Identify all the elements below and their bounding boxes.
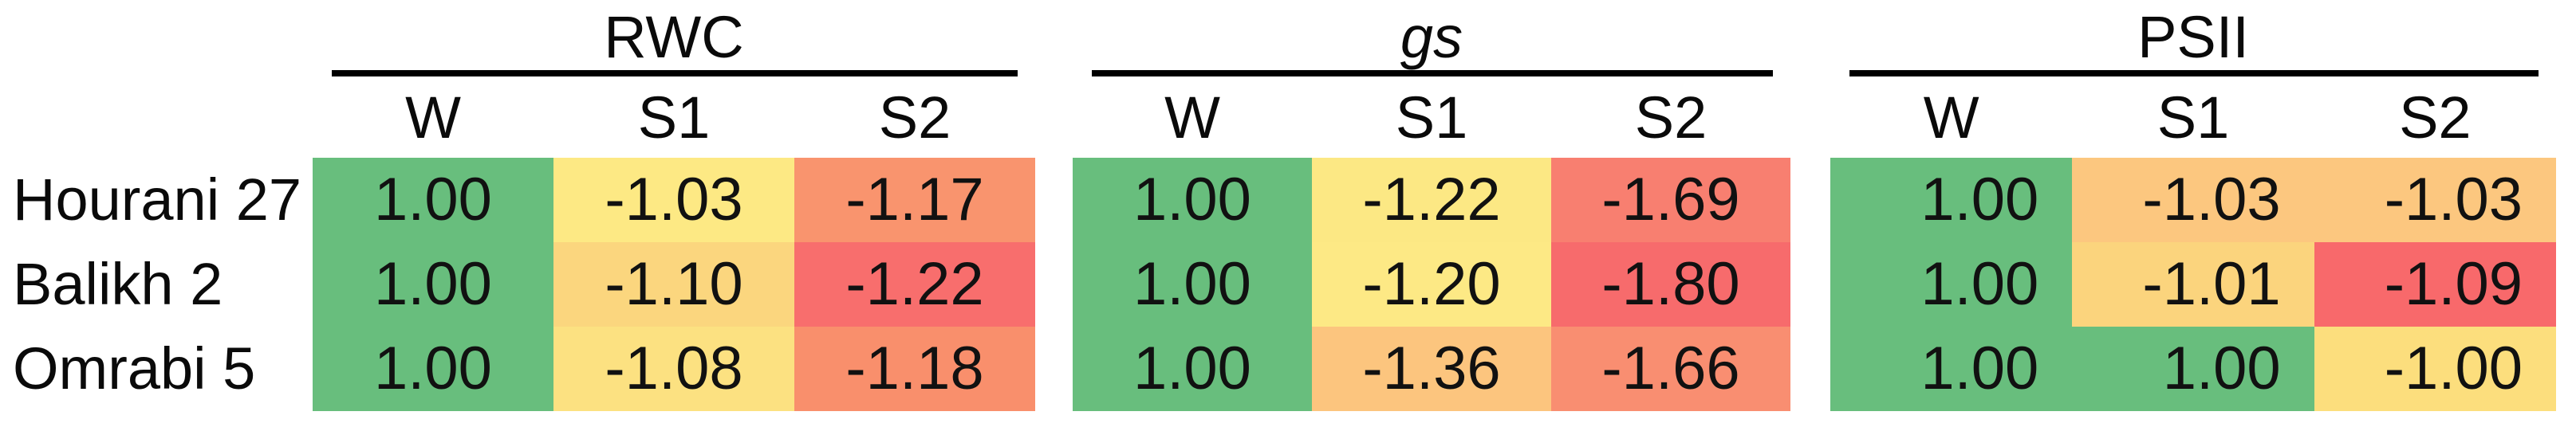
- heatmap-cell: 1.00: [1830, 327, 2073, 411]
- heatmap-cell: -1.22: [1312, 158, 1551, 242]
- column-headers-rwc: W S1 S2: [313, 76, 1035, 158]
- heatmap-cell: -1.09: [2314, 242, 2556, 327]
- col-header-s1: S1: [637, 84, 711, 151]
- row-labels-column: Hourani 27 Balikh 2 Omrabi 5: [0, 0, 313, 411]
- col-header-s2: S2: [1634, 84, 1707, 151]
- heatmap-cell: -1.66: [1551, 327, 1790, 411]
- heatmap-cell: 1.00: [1830, 158, 2073, 242]
- heatmap-row: 1.00 -1.03 -1.17: [313, 158, 1035, 242]
- header-rule-gs: [1092, 70, 1773, 76]
- group-gs: gs W S1 S2 1.00 -1.22 -1.69 1.00 -1.20 -…: [1073, 0, 1790, 411]
- heatmap-cell: -1.03: [553, 158, 794, 242]
- heatmap-cell: -1.01: [2072, 242, 2314, 327]
- heatmap-cell: -1.18: [794, 327, 1035, 411]
- heatmap-cell: 1.00: [1830, 242, 2073, 327]
- group-title-psii: PSII: [1830, 0, 2556, 70]
- header-spacer: [0, 0, 313, 158]
- heatmap-cell: 1.00: [2072, 327, 2314, 411]
- heatmap-cell: 1.00: [1073, 242, 1312, 327]
- heatmap-cell: -1.20: [1312, 242, 1551, 327]
- group-title-psii-text: PSII: [2137, 4, 2249, 70]
- row-label-omrabi-5: Omrabi 5: [13, 335, 256, 402]
- heatmap-row: 1.00 -1.01 -1.09: [1830, 242, 2556, 327]
- heatmap-cell: 1.00: [1073, 327, 1312, 411]
- heatmap-cell: -1.08: [553, 327, 794, 411]
- heatmap-row: 1.00 -1.20 -1.80: [1073, 242, 1790, 327]
- heatmap-cell: 1.00: [313, 158, 553, 242]
- heatmap-cell: -1.22: [794, 242, 1035, 327]
- heatmap-cell: -1.10: [553, 242, 794, 327]
- group-rwc: RWC W S1 S2 1.00 -1.03 -1.17 1.00 -1.10 …: [313, 0, 1035, 411]
- heatmap-cell: -1.00: [2314, 327, 2556, 411]
- group-title-rwc-text: RWC: [604, 4, 744, 70]
- group-title-gs: gs: [1073, 0, 1790, 70]
- group-title-gs-text: gs: [1400, 4, 1463, 70]
- heatmap-cell: -1.03: [2072, 158, 2314, 242]
- col-header-s2: S2: [2399, 84, 2472, 151]
- heatmap-row: 1.00 1.00 -1.00: [1830, 327, 2556, 411]
- heatmap-cell: 1.00: [313, 327, 553, 411]
- col-header-s2: S2: [878, 84, 951, 151]
- heatmap-cell: -1.36: [1312, 327, 1551, 411]
- group-psii: PSII W S1 S2 1.00 -1.03 -1.03 1.00 -1.01…: [1830, 0, 2556, 411]
- heatmap-cell: -1.69: [1551, 158, 1790, 242]
- heatmap-row: 1.00 -1.10 -1.22: [313, 242, 1035, 327]
- heatmap-cell: 1.00: [1073, 158, 1312, 242]
- heatmap-row: 1.00 -1.08 -1.18: [313, 327, 1035, 411]
- header-rule-psii: [1849, 70, 2539, 76]
- col-header-s1: S1: [1395, 84, 1468, 151]
- header-rule-rwc: [332, 70, 1018, 76]
- heatmap-row: 1.00 -1.22 -1.69: [1073, 158, 1790, 242]
- row-label-balikh-2: Balikh 2: [13, 251, 223, 317]
- column-headers-psii: W S1 S2: [1830, 76, 2556, 158]
- heatmap-row: 1.00 -1.03 -1.03: [1830, 158, 2556, 242]
- heatmap-cell: -1.17: [794, 158, 1035, 242]
- col-header-w: W: [1923, 84, 1979, 151]
- row-label-hourani-27: Hourani 27: [13, 167, 302, 233]
- group-title-rwc: RWC: [313, 0, 1035, 70]
- heatmap-cell: 1.00: [313, 242, 553, 327]
- column-headers-gs: W S1 S2: [1073, 76, 1790, 158]
- col-header-s1: S1: [2157, 84, 2230, 151]
- col-header-w: W: [405, 84, 461, 151]
- heatmap-cell: -1.80: [1551, 242, 1790, 327]
- heatmap-cell: -1.03: [2314, 158, 2556, 242]
- col-header-w: W: [1164, 84, 1220, 151]
- heatmap-row: 1.00 -1.36 -1.66: [1073, 327, 1790, 411]
